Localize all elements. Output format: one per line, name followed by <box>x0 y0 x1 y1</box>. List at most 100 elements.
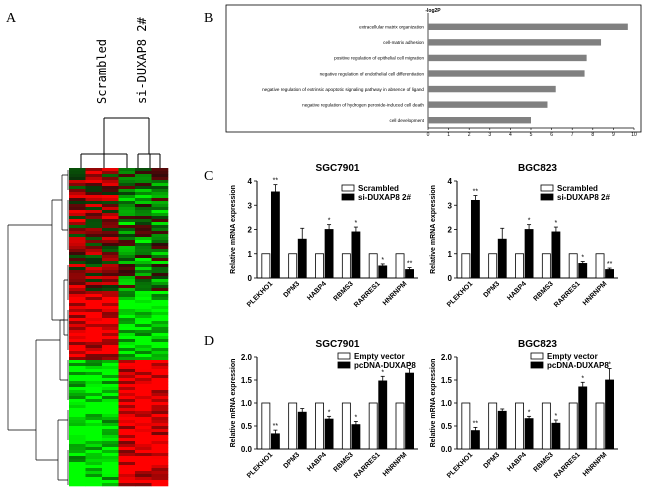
x-tick-label: RBMS3 <box>533 280 555 302</box>
heatmap-cell <box>118 384 136 388</box>
heatmap-cell <box>69 351 86 355</box>
heatmap-cell <box>118 216 136 220</box>
heatmap-cell <box>102 309 119 313</box>
heatmap-cell <box>69 291 86 295</box>
x-tick-label: DPM3 <box>482 280 501 299</box>
heatmap-cell <box>135 303 152 307</box>
heatmap-cell <box>151 195 169 199</box>
heatmap-cell <box>69 189 86 193</box>
heatmap-cell <box>102 264 119 268</box>
heatmap-cell <box>135 462 152 466</box>
heatmap-cell <box>85 297 103 301</box>
heatmap-cell <box>151 468 169 472</box>
heatmap-col-label-scrambled: Scrambled <box>95 39 109 104</box>
heatmap-cell <box>69 357 86 361</box>
heatmap-cell <box>69 171 86 175</box>
bar <box>270 433 280 450</box>
heatmap-cell <box>102 447 119 451</box>
heatmap-cell <box>69 180 86 184</box>
heatmap-cell <box>69 231 86 235</box>
heatmap-cell <box>151 291 169 295</box>
heatmap-cell <box>118 429 136 433</box>
heatmap-cell <box>85 348 103 352</box>
heatmap-cell <box>118 456 136 460</box>
heatmap-cell <box>69 375 86 379</box>
heatmap-cell <box>69 321 86 325</box>
bar <box>368 402 378 450</box>
heatmap-cell <box>102 369 119 373</box>
heatmap-cell <box>118 330 136 334</box>
heatmap-cell <box>151 393 169 397</box>
heatmap-cell <box>151 213 169 217</box>
heatmap-cell <box>85 399 103 403</box>
legend-swatch <box>337 352 351 360</box>
heatmap-cell <box>69 186 86 190</box>
heatmap-cell <box>102 462 119 466</box>
heatmap-cell <box>85 333 103 337</box>
heatmap-cell <box>118 477 136 481</box>
heatmap-cell <box>85 246 103 250</box>
heatmap-cell <box>118 414 136 418</box>
heatmap-cell <box>85 363 103 367</box>
bar <box>524 418 534 450</box>
heatmap-cell <box>135 249 152 253</box>
heatmap-cell <box>135 429 152 433</box>
heatmap-cell <box>151 378 169 382</box>
bar <box>368 253 378 279</box>
heatmap-cell <box>135 354 152 358</box>
bar <box>488 402 498 450</box>
significance-mark: ** <box>273 423 279 430</box>
heatmap-cell <box>85 423 103 427</box>
heatmap-cell <box>151 426 169 430</box>
legend-label: Empty vector <box>354 352 405 361</box>
heatmap <box>69 168 169 487</box>
heatmap-cell <box>69 204 86 208</box>
heatmap-cell <box>135 180 152 184</box>
heatmap-cell <box>69 411 86 415</box>
y-tick-label: 0.5 <box>241 422 253 431</box>
heatmap-cell <box>135 309 152 313</box>
heatmap-cell <box>102 372 119 376</box>
bar <box>261 253 271 279</box>
heatmap-cell <box>151 381 169 385</box>
heatmap-cell <box>102 381 119 385</box>
heatmap-cell <box>85 306 103 310</box>
heatmap-cell <box>135 300 152 304</box>
heatmap-cell <box>85 384 103 388</box>
heatmap-cell <box>151 465 169 469</box>
heatmap-cell <box>118 420 136 424</box>
heatmap-cell <box>135 264 152 268</box>
heatmap-cell <box>69 372 86 376</box>
heatmap-cell <box>102 321 119 325</box>
heatmap-cell <box>102 483 119 487</box>
heatmap-cell <box>69 483 86 487</box>
heatmap-cell <box>102 453 119 457</box>
heatmap-cell <box>135 372 152 376</box>
heatmap-cell <box>85 234 103 238</box>
legend-swatch <box>341 193 355 201</box>
y-tick-label: 1.0 <box>241 399 253 408</box>
heatmap-cell <box>85 240 103 244</box>
heatmap-cell <box>151 315 169 319</box>
heatmap-cell <box>135 444 152 448</box>
heatmap-cell <box>102 450 119 454</box>
heatmap-cell <box>135 333 152 337</box>
heatmap-cell <box>69 465 86 469</box>
heatmap-cell <box>135 387 152 391</box>
heatmap-cell <box>151 180 169 184</box>
heatmap-cell <box>151 252 169 256</box>
heatmap-cell <box>69 429 86 433</box>
significance-mark: ** <box>607 261 613 268</box>
chart-title: BGC823 <box>518 339 557 350</box>
significance-mark: * <box>581 375 584 382</box>
heatmap-cell <box>85 279 103 283</box>
heatmap-cell <box>118 372 136 376</box>
heatmap-cell <box>118 336 136 340</box>
bar <box>288 253 298 279</box>
heatmap-cell <box>69 426 86 430</box>
significance-mark: * <box>328 218 331 225</box>
y-tick-label: 2 <box>448 226 453 235</box>
heatmap-cell <box>151 342 169 346</box>
heatmap-cell <box>118 249 136 253</box>
heatmap-cell <box>69 246 86 250</box>
